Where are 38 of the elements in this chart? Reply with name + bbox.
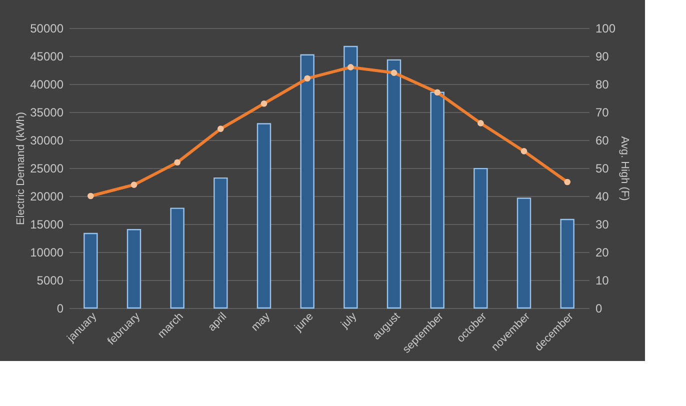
x-tick-label: july [338,310,360,332]
y2-tick-label: 10 [596,274,610,288]
y-tick-label: 45000 [30,50,64,64]
bar [126,229,142,309]
y2-axis-title: Avg. High (F) [618,136,631,201]
y-axis-title: Electric Demand (kWh) [15,112,28,226]
y-tick-label: 25000 [30,162,64,176]
y-tick-label: 20000 [30,190,64,204]
y2-tick-label: 80 [596,78,610,92]
bar [560,218,574,309]
bar [170,208,184,309]
x-tick-label: may [249,310,273,334]
y-tick-label: 0 [56,302,64,316]
y2-tick-label: 50 [596,162,610,176]
y2-tick-label: 100 [596,22,616,36]
y-tick-label: 30000 [30,134,64,148]
bar [84,232,98,309]
bar [344,46,358,309]
y2-tick-label: 30 [596,218,610,232]
y-tick-label: 15000 [30,218,64,232]
y2-tick-label: 70 [596,106,610,120]
y2-tick-label: 0 [596,302,602,316]
y-tick-label: 5000 [36,274,64,288]
y2-tick-label: 60 [596,134,610,148]
bar [386,59,402,309]
y2-tick-label: 90 [596,50,610,64]
y-tick-label: 50000 [30,22,64,36]
y-tick-label: 35000 [30,106,64,120]
y2-tick-label: 20 [596,246,610,260]
bar [516,198,532,309]
bar [300,54,314,309]
bar [256,123,272,309]
bar [214,177,228,309]
y-tick-label: 10000 [30,246,64,260]
y-tick-label: 40000 [30,78,64,92]
bar [474,168,488,309]
bar [430,92,444,309]
y2-tick-label: 40 [596,190,610,204]
